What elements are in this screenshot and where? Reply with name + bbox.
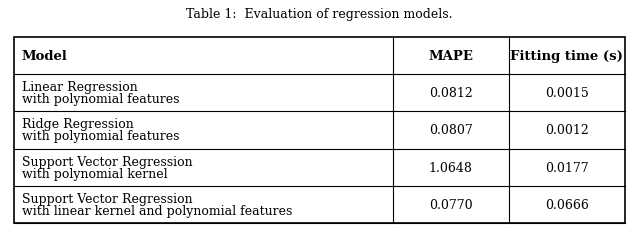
Text: with polynomial kernel: with polynomial kernel <box>22 167 168 180</box>
Text: Support Vector Regression: Support Vector Regression <box>22 155 193 168</box>
Text: MAPE: MAPE <box>428 50 473 63</box>
Text: with polynomial features: with polynomial features <box>22 130 179 143</box>
Text: 0.0012: 0.0012 <box>545 124 589 137</box>
Text: with linear kernel and polynomial features: with linear kernel and polynomial featur… <box>22 204 292 217</box>
Text: Model: Model <box>22 50 68 63</box>
Text: with polynomial features: with polynomial features <box>22 93 179 106</box>
Text: 0.0666: 0.0666 <box>545 198 589 211</box>
Text: 0.0770: 0.0770 <box>429 198 472 211</box>
Text: Ridge Regression: Ridge Regression <box>22 118 134 131</box>
Text: 1.0648: 1.0648 <box>429 161 472 174</box>
Text: Support Vector Regression: Support Vector Regression <box>22 192 193 205</box>
Text: 0.0177: 0.0177 <box>545 161 588 174</box>
Text: Linear Regression: Linear Regression <box>22 81 138 94</box>
Text: 0.0812: 0.0812 <box>429 87 472 100</box>
Text: Table 1:  Evaluation of regression models.: Table 1: Evaluation of regression models… <box>186 8 452 21</box>
Text: 0.0807: 0.0807 <box>429 124 472 137</box>
Text: 0.0015: 0.0015 <box>545 87 589 100</box>
Bar <box>14 38 625 223</box>
Text: Fitting time (s): Fitting time (s) <box>510 50 623 63</box>
